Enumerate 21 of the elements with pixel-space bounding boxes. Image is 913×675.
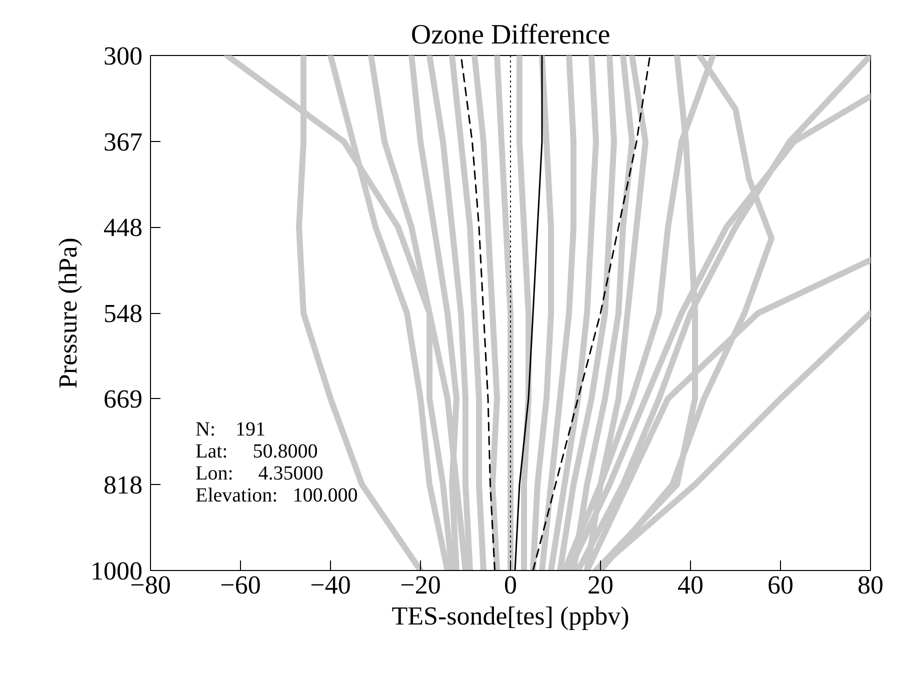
annotation: Lon: 4.35000 xyxy=(196,462,324,484)
x-tick-label: −20 xyxy=(400,570,441,600)
y-tick-label: 367 xyxy=(104,128,142,157)
y-tick-label: 548 xyxy=(104,299,142,328)
annotation: Lat: 50.8000 xyxy=(196,440,318,462)
y-axis-title: Pressure (hPa) xyxy=(54,238,82,388)
annotation: Elevation: 100.000 xyxy=(196,484,358,506)
y-tick-label: 448 xyxy=(104,213,142,242)
y-tick-label: 818 xyxy=(104,470,142,500)
x-tick-label: 20 xyxy=(588,570,614,600)
x-tick-label: 60 xyxy=(768,570,794,600)
x-tick-label: 40 xyxy=(678,570,704,600)
y-tick-label: 669 xyxy=(104,384,142,414)
x-tick-label: 0 xyxy=(504,570,517,600)
x-tick-label: −60 xyxy=(220,570,261,600)
x-axis-title: TES-sonde[tes] (ppbv) xyxy=(392,602,630,630)
x-tick-label: −40 xyxy=(310,570,351,600)
y-tick-label: 300 xyxy=(104,42,142,70)
annotation: N: 191 xyxy=(196,418,266,440)
chart-title: Ozone Difference xyxy=(410,20,610,50)
x-tick-label: 80 xyxy=(858,570,884,600)
